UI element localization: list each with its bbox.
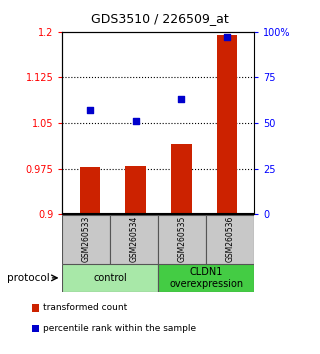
- Bar: [62, 215, 110, 264]
- Point: [224, 34, 229, 40]
- Bar: [217, 35, 237, 214]
- Point: [133, 118, 138, 124]
- Text: GSM260533: GSM260533: [82, 216, 91, 263]
- Bar: [206, 215, 254, 264]
- Text: CLDN1
overexpression: CLDN1 overexpression: [169, 267, 244, 289]
- Text: GSM260534: GSM260534: [130, 216, 139, 263]
- Text: GDS3510 / 226509_at: GDS3510 / 226509_at: [91, 12, 229, 25]
- Bar: [110, 215, 158, 264]
- Bar: [171, 144, 192, 214]
- Text: percentile rank within the sample: percentile rank within the sample: [43, 324, 196, 333]
- Point: [179, 97, 184, 102]
- Text: GSM260536: GSM260536: [226, 216, 235, 263]
- Text: GSM260535: GSM260535: [178, 216, 187, 263]
- Bar: [158, 264, 254, 292]
- Text: protocol: protocol: [7, 273, 50, 283]
- Bar: [62, 264, 158, 292]
- Bar: [80, 167, 100, 214]
- Point: [87, 107, 92, 113]
- Text: control: control: [93, 273, 127, 283]
- Bar: [125, 166, 146, 214]
- Bar: [158, 215, 206, 264]
- Text: transformed count: transformed count: [43, 303, 127, 313]
